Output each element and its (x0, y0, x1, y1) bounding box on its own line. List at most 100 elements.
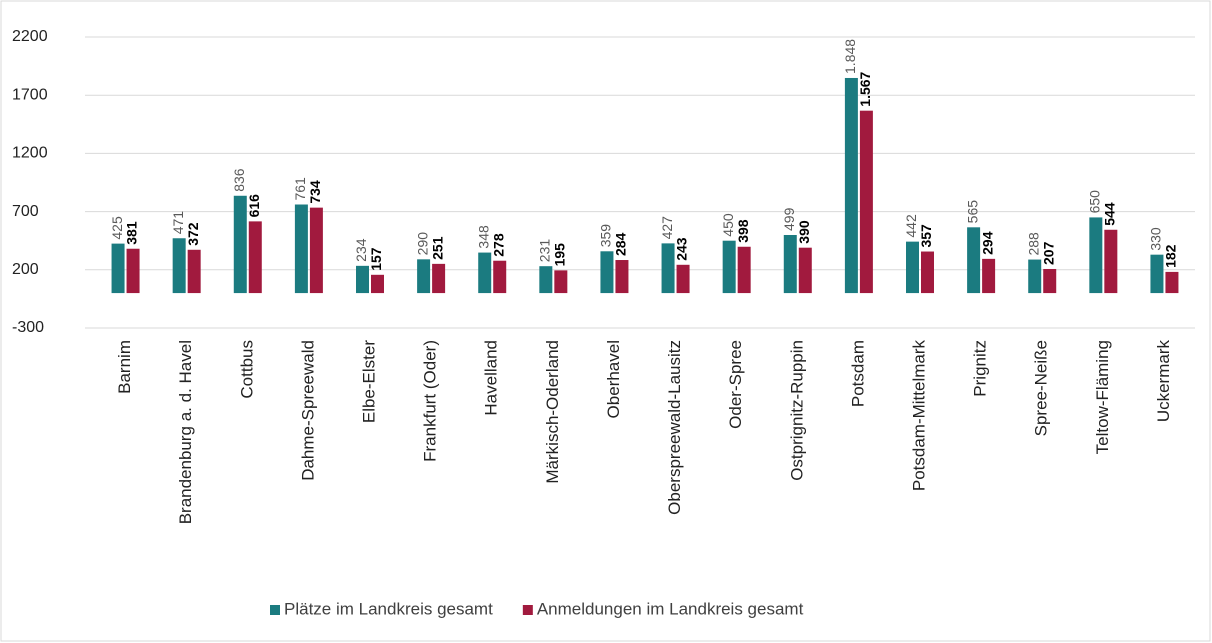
value-label: 294 (979, 231, 995, 255)
x-tick-label: Oberspreewald-Lausitz (665, 340, 684, 515)
bar (859, 110, 873, 294)
bar (783, 234, 797, 294)
bar (187, 249, 201, 294)
value-label: 157 (368, 247, 384, 271)
bar (111, 243, 125, 294)
value-label: 290 (414, 232, 430, 256)
y-tick-label: 700 (12, 203, 39, 220)
value-label: 348 (475, 225, 491, 249)
x-tick-label: Ostprignitz-Ruppin (787, 340, 806, 481)
value-label: 288 (1025, 232, 1041, 256)
bar (1028, 259, 1042, 294)
x-tick-label: Prignitz (971, 340, 990, 397)
x-tick-label: Dahme-Spreewald (298, 340, 317, 481)
value-label: 278 (490, 233, 506, 257)
value-label: 195 (552, 243, 568, 267)
y-tick-label: 1700 (12, 86, 48, 103)
value-label: 357 (918, 224, 934, 248)
value-label: 836 (231, 168, 247, 192)
bar (661, 243, 675, 294)
bar (1150, 254, 1164, 294)
x-tick-label: Brandenburg a. d. Havel (176, 340, 195, 524)
value-label: 427 (659, 216, 675, 240)
bar (478, 252, 492, 294)
value-label: 734 (307, 180, 323, 204)
value-label: 243 (674, 237, 690, 261)
bar (906, 241, 919, 294)
value-label: 381 (124, 221, 140, 245)
bar (233, 195, 247, 294)
value-label: 544 (1102, 202, 1118, 226)
bar (126, 248, 140, 294)
x-tick-label: Oberhavel (604, 340, 623, 418)
bar (493, 260, 507, 294)
x-tick-label: Elbe-Elster (359, 340, 378, 423)
value-label: 616 (246, 194, 262, 218)
value-label: 1.848 (842, 39, 858, 74)
bar (1104, 229, 1118, 294)
value-label: 471 (170, 211, 186, 235)
value-label: 565 (964, 200, 980, 224)
legend-label: Anmeldungen im Landkreis gesamt (537, 599, 804, 618)
value-label: 359 (598, 224, 614, 248)
x-tick-label: Teltow-Fläming (1093, 340, 1112, 454)
bar (737, 246, 751, 294)
value-label: 372 (185, 222, 201, 246)
value-label: 390 (796, 220, 812, 244)
x-tick-label: Uckermark (1154, 340, 1173, 423)
x-tick-label: Frankfurt (Oder) (421, 340, 440, 462)
bar (600, 251, 614, 294)
value-label: 251 (429, 236, 445, 260)
bar (1089, 217, 1103, 294)
x-tick-label: Märkisch-Oderland (543, 340, 562, 484)
x-tick-label: Barnim (115, 340, 134, 394)
bar (417, 259, 431, 294)
bar (798, 247, 812, 294)
x-tick-label: Cottbus (237, 340, 256, 399)
y-tick-label: 1200 (12, 145, 48, 162)
y-tick-label: 2200 (12, 28, 48, 45)
bar (248, 221, 262, 294)
legend-swatch (270, 605, 280, 615)
y-tick-label: 200 (12, 261, 39, 278)
value-label: 425 (109, 216, 125, 240)
value-label: 761 (292, 177, 308, 201)
value-label: 231 (537, 239, 553, 263)
bar (356, 265, 369, 294)
x-tick-label: Havelland (482, 340, 501, 416)
bar (294, 204, 308, 294)
bar (309, 207, 323, 294)
value-label: 398 (735, 219, 751, 243)
value-label: 1.567 (857, 71, 873, 106)
value-label: 207 (1040, 241, 1056, 265)
legend-label: Plätze im Landkreis gesamt (284, 599, 493, 618)
bar (967, 227, 981, 294)
value-label: 182 (1163, 244, 1179, 268)
bar (1043, 268, 1057, 294)
value-label: 284 (613, 232, 629, 256)
value-label: 450 (720, 213, 736, 237)
value-label: 330 (1148, 227, 1164, 251)
bar (722, 240, 736, 294)
bar (921, 251, 934, 294)
bar (172, 238, 186, 294)
x-tick-label: Potsdam (848, 340, 867, 407)
value-label: 499 (781, 207, 797, 231)
bar (1165, 271, 1179, 294)
bar (615, 260, 629, 294)
value-label: 234 (353, 238, 369, 262)
bar (844, 77, 858, 294)
bar (676, 264, 690, 294)
value-label: 442 (903, 214, 919, 238)
value-label: 650 (1087, 190, 1103, 214)
bar (371, 274, 384, 294)
legend-swatch (522, 605, 533, 615)
x-tick-label: Potsdam-Mittelmark (909, 340, 928, 492)
y-tick-label: -300 (12, 319, 44, 336)
bar (982, 258, 996, 294)
x-tick-label: Spree-Neiße (1032, 340, 1051, 436)
bar (539, 266, 553, 294)
bar (554, 270, 568, 294)
